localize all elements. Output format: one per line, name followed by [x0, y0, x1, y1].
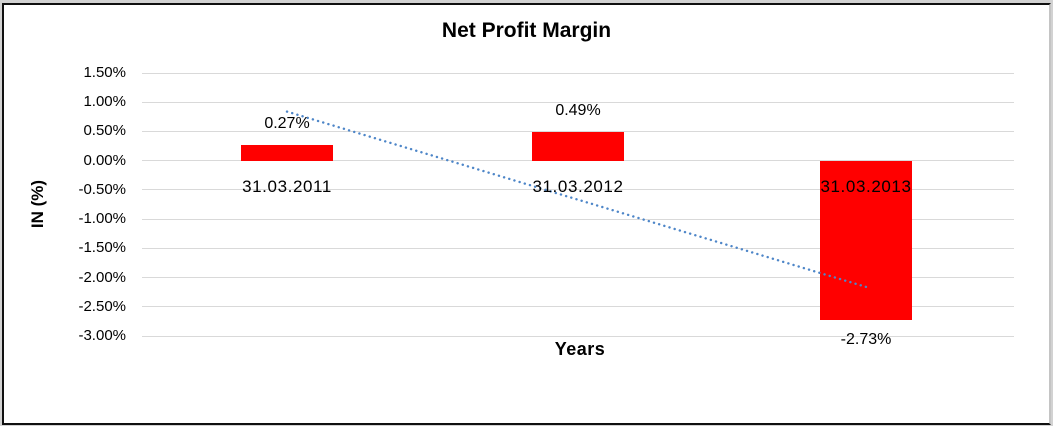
bar-31.03.2012 [532, 132, 624, 161]
category-label: 31.03.2011 [242, 177, 332, 196]
bar-31.03.2011 [241, 144, 333, 161]
gridline [142, 72, 1014, 74]
data-label: -2.73% [840, 331, 892, 349]
y-axis-tick-label: -0.50% [78, 180, 126, 198]
gridline [142, 101, 1014, 103]
y-axis-tick-label: 1.00% [83, 93, 126, 111]
x-axis-title: Years [554, 339, 606, 359]
gridline [142, 306, 1014, 308]
category-label: 31.03.2012 [532, 177, 624, 196]
category-label: 31.03.2013 [820, 177, 912, 196]
y-axis-tick-label: -1.50% [78, 239, 126, 257]
y-axis-tick-label: 0.50% [83, 122, 126, 140]
y-axis-tick-label: -1.00% [78, 210, 126, 228]
chart-title: Net Profit Margin [441, 19, 612, 42]
gridline [142, 335, 1014, 337]
data-label: 0.49% [555, 102, 601, 120]
data-label: 0.27% [264, 114, 310, 132]
y-axis-tick-label: 0.00% [83, 151, 126, 169]
y-axis-tick-label: 1.50% [83, 64, 126, 81]
y-axis-tick-label: -2.50% [78, 297, 126, 315]
y-axis-tick-label: -3.00% [78, 327, 126, 344]
y-axis-tick-label: -2.00% [78, 268, 126, 286]
